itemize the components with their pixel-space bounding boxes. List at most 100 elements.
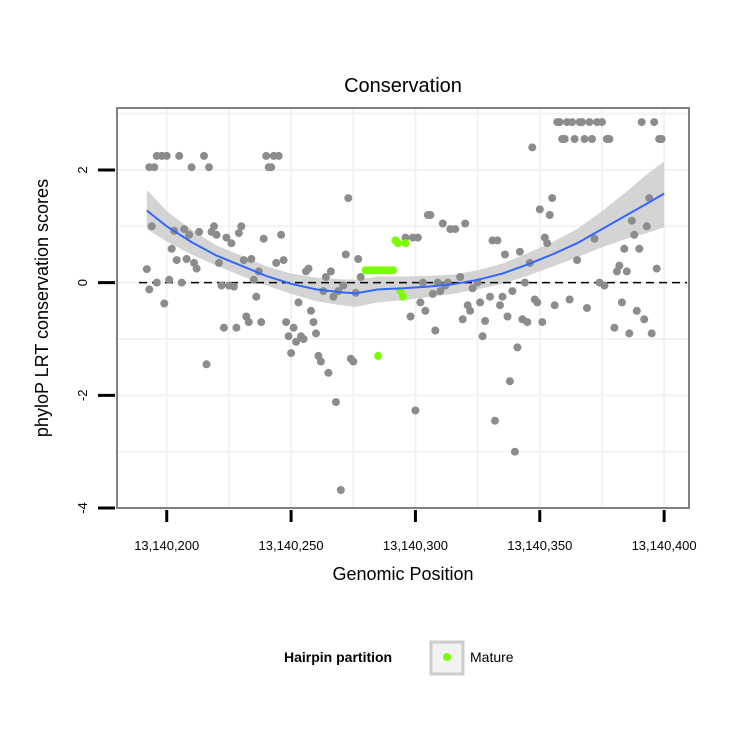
point-other-81: [344, 194, 353, 203]
point-other-144: [555, 118, 564, 127]
point-other-151: [573, 256, 582, 265]
point-other-177: [640, 315, 649, 324]
point-other-87: [401, 233, 410, 242]
point-other-91: [413, 233, 422, 242]
point-other-107: [458, 315, 467, 324]
point-other-172: [627, 216, 636, 225]
legend: Hairpin partition Mature: [284, 640, 514, 676]
point-other-101: [438, 219, 447, 228]
point-other-182: [652, 264, 661, 273]
point-other-140: [545, 211, 554, 219]
point-other-46: [257, 318, 266, 327]
point-other-75: [329, 292, 338, 301]
point-mature-15: [399, 292, 407, 301]
point-other-60: [292, 337, 301, 346]
x-tick-label-1: 13,140,250: [259, 538, 324, 553]
point-other-54: [277, 230, 286, 239]
point-other-50: [267, 163, 276, 172]
point-other-37: [234, 229, 243, 238]
point-other-149: [568, 118, 577, 127]
point-other-141: [548, 194, 557, 203]
point-other-124: [505, 377, 514, 386]
y-tick-label-2: 0: [75, 279, 90, 286]
point-other-68: [312, 329, 320, 338]
point-other-161: [598, 118, 606, 127]
point-other-105: [451, 225, 460, 234]
point-other-29: [215, 258, 223, 267]
point-other-106: [456, 273, 465, 281]
point-other-115: [481, 317, 490, 325]
point-other-70: [316, 357, 325, 366]
point-other-169: [620, 244, 629, 253]
point-other-56: [282, 318, 291, 327]
point-other-122: [501, 250, 509, 259]
point-other-78: [336, 486, 345, 494]
y-tick-label-3: 2: [75, 166, 90, 173]
point-other-96: [426, 211, 435, 219]
point-other-9: [162, 151, 171, 160]
point-other-41: [244, 318, 253, 327]
point-other-120: [496, 301, 504, 310]
smooth-line-layer: [146, 192, 665, 295]
point-other-92: [416, 298, 425, 307]
y-tick-label-1: -2: [75, 390, 90, 402]
point-other-94: [421, 306, 430, 315]
point-other-42: [247, 255, 256, 263]
point-other-10: [165, 275, 174, 284]
point-other-175: [635, 244, 644, 253]
confidence-band-layer: [146, 161, 665, 307]
point-other-4: [150, 163, 159, 172]
point-other-16: [180, 225, 189, 234]
point-other-133: [528, 143, 537, 152]
point-other-128: [515, 247, 524, 256]
point-other-80: [341, 250, 350, 259]
smooth-line: [146, 192, 665, 295]
point-other-17: [182, 255, 191, 263]
point-other-155: [583, 304, 591, 312]
point-other-31: [219, 323, 228, 332]
point-other-136: [535, 205, 544, 214]
point-other-18: [185, 230, 194, 239]
point-other-36: [232, 323, 241, 332]
point-other-137: [538, 318, 547, 327]
point-other-25: [205, 163, 213, 172]
point-other-97: [428, 289, 437, 298]
point-other-116: [486, 292, 494, 301]
point-other-126: [510, 447, 519, 456]
point-other-11: [167, 244, 176, 253]
point-other-39: [239, 256, 248, 265]
point-mature-13: [394, 239, 402, 248]
point-other-85: [354, 255, 363, 263]
legend-key-mature: [443, 653, 451, 661]
point-other-164: [605, 135, 614, 143]
point-other-73: [324, 368, 333, 377]
point-other-119: [493, 236, 502, 245]
point-other-67: [309, 318, 318, 327]
point-other-83: [349, 357, 358, 366]
series-mature: [361, 236, 410, 360]
x-tick-label-3: 13,140,350: [507, 538, 572, 553]
point-other-148: [565, 295, 574, 304]
point-other-150: [570, 135, 579, 143]
point-other-63: [299, 335, 308, 343]
point-other-113: [476, 298, 485, 307]
point-other-27: [210, 222, 218, 231]
point-other-22: [195, 227, 204, 236]
point-other-48: [262, 151, 271, 160]
point-mature-16: [401, 239, 410, 248]
point-other-181: [650, 118, 659, 127]
x-tick-label-0: 13,140,200: [134, 538, 199, 553]
point-other-61: [294, 298, 303, 307]
point-other-127: [513, 343, 522, 352]
point-other-98: [431, 326, 440, 335]
legend-key-box: [429, 640, 465, 676]
point-other-13: [172, 256, 181, 265]
point-other-108: [461, 219, 470, 228]
point-other-0: [142, 265, 151, 274]
axes-layer: 13,140,200 13,140,250 13,140,300 13,140,350…: [75, 108, 697, 553]
point-other-44: [252, 292, 261, 301]
point-other-168: [617, 298, 626, 307]
point-other-114: [478, 332, 487, 341]
legend-label-mature: Mature: [470, 649, 514, 665]
